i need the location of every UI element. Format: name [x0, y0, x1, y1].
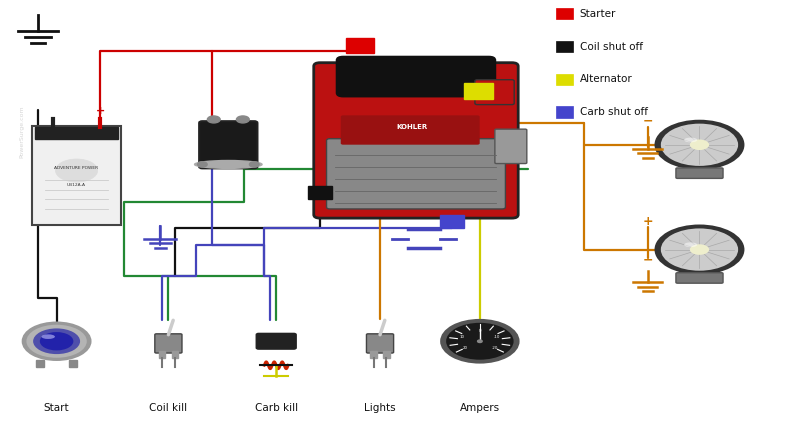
Text: 0: 0	[478, 329, 481, 333]
FancyBboxPatch shape	[32, 126, 121, 225]
Text: −: −	[642, 114, 653, 127]
Circle shape	[442, 320, 518, 362]
FancyBboxPatch shape	[326, 139, 506, 209]
Text: +: +	[642, 215, 653, 228]
FancyBboxPatch shape	[256, 333, 296, 349]
FancyBboxPatch shape	[676, 273, 723, 283]
Circle shape	[250, 162, 259, 167]
Text: 10: 10	[460, 335, 465, 339]
Text: −: −	[642, 254, 653, 267]
Text: PowerSurge.com: PowerSurge.com	[19, 106, 24, 158]
Text: Lights: Lights	[364, 403, 396, 413]
FancyBboxPatch shape	[155, 334, 182, 353]
Text: UB12A-A: UB12A-A	[67, 183, 86, 187]
Bar	[346, 38, 374, 53]
Bar	[556, 106, 574, 118]
Text: -20: -20	[491, 346, 498, 350]
Circle shape	[26, 325, 86, 358]
FancyBboxPatch shape	[199, 121, 258, 168]
Circle shape	[690, 139, 709, 150]
Bar	[370, 351, 377, 358]
Ellipse shape	[42, 334, 55, 339]
Ellipse shape	[194, 160, 262, 168]
Bar	[159, 351, 166, 358]
FancyBboxPatch shape	[314, 63, 518, 218]
Circle shape	[661, 229, 738, 271]
Text: ADVENTURE POWER: ADVENTURE POWER	[54, 166, 98, 170]
Text: Start: Start	[44, 403, 70, 413]
Bar	[440, 215, 464, 228]
Circle shape	[655, 226, 743, 274]
FancyBboxPatch shape	[337, 57, 495, 96]
Text: +: +	[95, 106, 105, 116]
Bar	[383, 351, 390, 358]
Circle shape	[23, 323, 90, 360]
Text: 20: 20	[462, 346, 468, 350]
Bar	[556, 41, 574, 52]
Circle shape	[655, 121, 743, 169]
Bar	[556, 8, 574, 19]
Circle shape	[478, 340, 482, 343]
FancyBboxPatch shape	[495, 129, 527, 163]
Bar	[171, 351, 178, 358]
Circle shape	[690, 244, 709, 255]
Text: KOHLER: KOHLER	[397, 124, 428, 130]
Circle shape	[198, 162, 207, 167]
Text: Carb shut off: Carb shut off	[580, 107, 648, 117]
FancyBboxPatch shape	[676, 168, 723, 178]
FancyBboxPatch shape	[475, 80, 514, 105]
Circle shape	[661, 124, 738, 166]
Circle shape	[446, 323, 514, 360]
Text: Coil shut off: Coil shut off	[580, 42, 642, 52]
Circle shape	[207, 116, 220, 123]
Ellipse shape	[684, 242, 698, 247]
Text: Ampers: Ampers	[460, 403, 500, 413]
Text: Alternator: Alternator	[580, 74, 633, 84]
Text: Starter: Starter	[580, 9, 616, 19]
Circle shape	[237, 116, 250, 123]
Circle shape	[40, 332, 74, 350]
Ellipse shape	[684, 138, 698, 142]
Bar	[308, 186, 332, 199]
Circle shape	[33, 328, 80, 354]
Text: Carb kill: Carb kill	[254, 403, 298, 413]
Bar	[556, 74, 574, 85]
FancyBboxPatch shape	[366, 334, 394, 353]
Bar	[34, 127, 118, 139]
Circle shape	[55, 159, 98, 182]
Text: Coil kill: Coil kill	[150, 403, 187, 413]
Bar	[464, 83, 493, 99]
Bar	[36, 360, 44, 367]
FancyBboxPatch shape	[341, 115, 480, 145]
Text: -10: -10	[494, 335, 501, 339]
Bar	[70, 360, 78, 367]
